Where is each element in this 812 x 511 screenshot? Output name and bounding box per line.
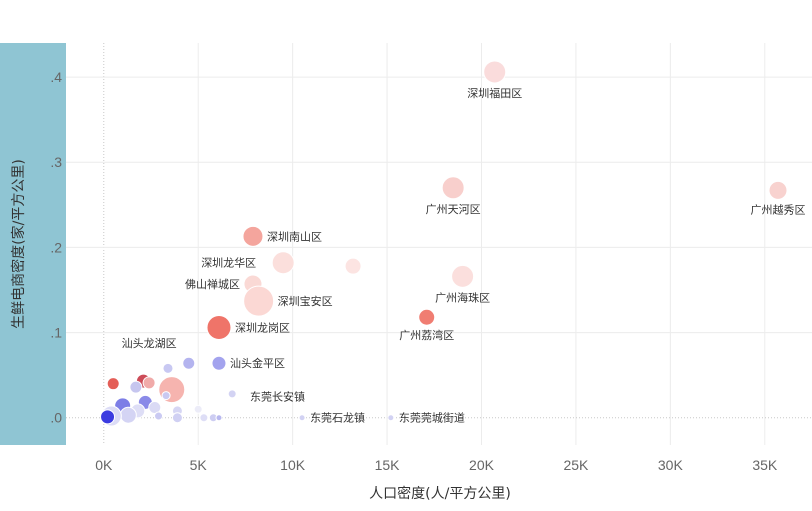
axis-ticks: 0K 5K 10K 15K 20K 25K 30K 35K .0 .1 .2 .3 .4: [50, 69, 778, 473]
grid: [66, 43, 812, 445]
data-point: [142, 376, 156, 390]
y-tick-label: .2: [50, 239, 62, 255]
point-label: 东莞莞城街道: [399, 411, 465, 425]
data-point: [171, 412, 183, 424]
point-label: 广州天河区: [426, 203, 481, 216]
x-tick-label: 30K: [658, 457, 684, 473]
point-label: 汕头金平区: [230, 356, 285, 370]
point-label: 东莞石龙镇: [310, 411, 365, 425]
x-tick-label: 20K: [469, 457, 495, 473]
data-point: [158, 376, 186, 404]
data-point: [162, 362, 174, 374]
point-label: 广州海珠区: [435, 290, 490, 304]
point-label: 深圳龙岗区: [235, 321, 290, 334]
point-label: 佛山禅城区: [185, 277, 240, 291]
data-point: [154, 411, 164, 421]
data-point: [148, 401, 162, 415]
data-point: [441, 176, 465, 200]
x-tick-label: 25K: [563, 457, 589, 473]
data-point: [100, 409, 116, 425]
data-point: [418, 308, 436, 326]
data-point: [451, 264, 475, 288]
y-tick-label: .0: [50, 410, 62, 426]
data-point: [106, 377, 120, 391]
data-point: [206, 314, 232, 340]
y-tick-label: .4: [50, 69, 62, 85]
data-point: [344, 257, 362, 275]
data-point: [161, 391, 171, 401]
x-tick-label: 15K: [375, 457, 401, 473]
point-label: 深圳南山区: [267, 230, 322, 243]
data-point: [199, 413, 209, 423]
x-tick-label: 10K: [280, 457, 306, 473]
x-axis-title: 人口密度(人/平方公里): [369, 485, 511, 502]
y-tick-label: .1: [50, 325, 62, 341]
point-label: 广州越秀区: [751, 202, 806, 216]
point-label: 深圳龙华区: [201, 256, 256, 270]
data-point: [768, 180, 788, 200]
data-point: [182, 356, 196, 370]
data-point: [129, 380, 143, 394]
point-label: 广州荔湾区: [399, 328, 454, 342]
annotation-label: 汕头龙湖区: [122, 337, 177, 350]
data-point: [211, 355, 227, 371]
x-tick-label: 5K: [190, 457, 208, 473]
annotation-label: 东莞长安镇: [250, 390, 305, 404]
data-point: [483, 60, 507, 84]
data-point: [242, 225, 264, 247]
point-label: 深圳宝安区: [278, 294, 333, 308]
x-tick-label: 35K: [752, 457, 778, 473]
data-points: [100, 60, 788, 427]
y-axis-title-band: [0, 43, 66, 445]
data-point: [193, 404, 203, 414]
data-point: [243, 285, 275, 317]
data-point: [215, 414, 223, 422]
y-tick-label: .3: [50, 154, 62, 170]
data-point: [387, 414, 395, 422]
data-point: [227, 389, 237, 399]
data-point: [298, 414, 306, 422]
x-tick-label: 0K: [95, 457, 113, 473]
y-axis-title: 生鲜电商密度(家/平方公里): [10, 159, 27, 329]
data-point: [119, 406, 137, 424]
point-label: 深圳福田区: [467, 86, 522, 100]
data-point: [271, 251, 295, 275]
